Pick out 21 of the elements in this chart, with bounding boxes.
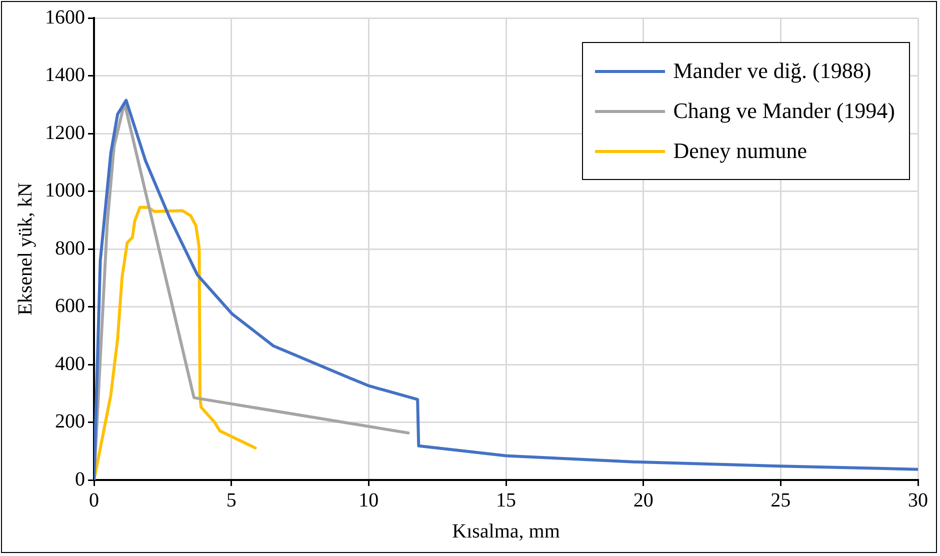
y-axis-title: Eksenel yük, kN	[14, 182, 36, 316]
legend-label: Chang ve Mander (1994)	[673, 98, 895, 124]
y-tick-label: 1600	[45, 6, 85, 28]
y-tick-label: 200	[55, 410, 85, 432]
y-tick-label: 800	[55, 237, 85, 260]
x-tick-label: 10	[358, 489, 379, 512]
x-tick-label: 5	[226, 489, 236, 512]
y-tick-label: 600	[55, 295, 85, 317]
x-tick-label: 25	[770, 489, 791, 512]
y-tick-label: 1000	[45, 180, 85, 202]
legend-label: Mander ve diğ. (1988)	[673, 58, 872, 84]
x-tick-label: 20	[633, 489, 654, 512]
y-tick-label: 1200	[45, 122, 85, 144]
x-tick-label: 15	[496, 489, 516, 512]
y-tick-label: 1400	[45, 64, 85, 86]
y-tick-label: 400	[55, 352, 85, 375]
legend-label: Deney numune	[673, 138, 808, 164]
x-axis-title: Kısalma, mm	[452, 520, 560, 542]
x-tick-label: 0	[89, 489, 99, 512]
x-tick-label: 30	[908, 489, 928, 512]
y-tick-label: 0	[75, 468, 85, 490]
